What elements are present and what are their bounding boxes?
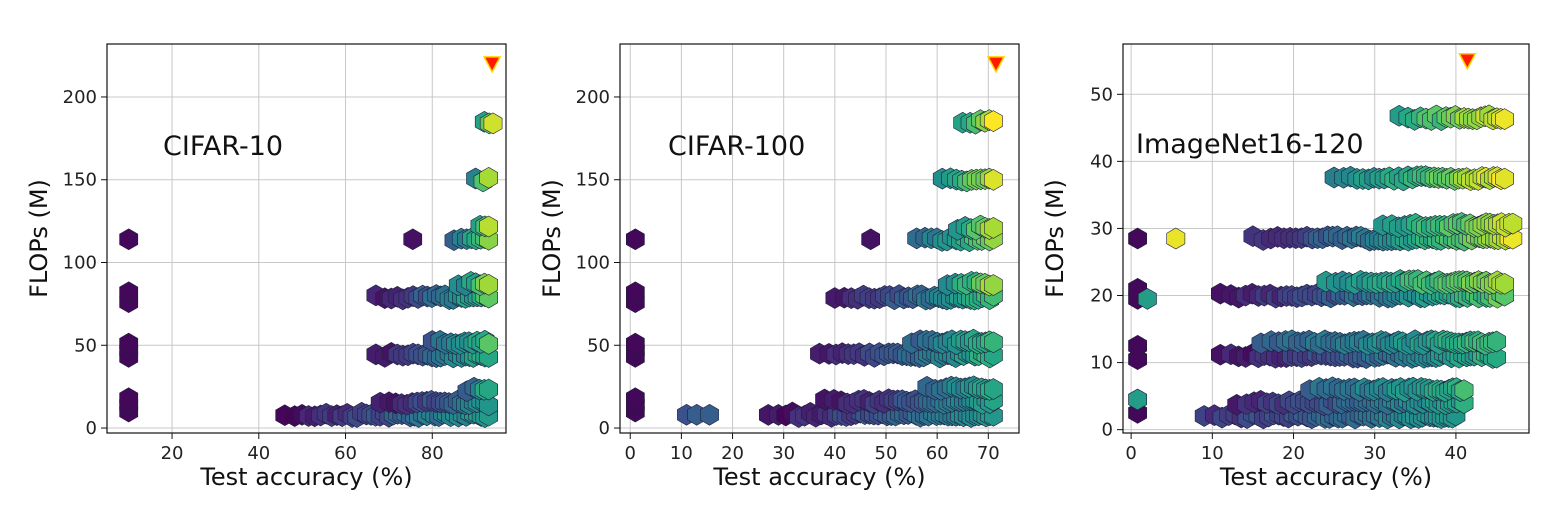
panel-cifar-10: 20 40 60 80 0 50 100 150 200 Test accuracy (%) FLO…	[25, 43, 507, 491]
x-tick-label: 10	[670, 443, 693, 464]
architecture-point	[983, 217, 1003, 239]
panel-cifar-100: 0 10 20 30 40 50 60 70 0 50 100 150 200 Test accuracy…	[538, 43, 1020, 491]
x-axis-label: Test accuracy (%)	[712, 463, 925, 491]
architecture-point	[625, 228, 645, 251]
architecture-point	[1487, 330, 1506, 353]
y-tick-label: 0	[86, 418, 97, 439]
x-axis-label: Test accuracy (%)	[199, 463, 412, 491]
data-points	[625, 109, 1003, 428]
architecture-point	[1503, 212, 1523, 235]
y-tick-label: 50	[587, 335, 610, 356]
architecture-point	[1128, 388, 1147, 411]
architecture-point	[625, 281, 645, 304]
architecture-point	[1166, 227, 1186, 250]
y-tick-label: 200	[576, 87, 610, 108]
plot-frame	[106, 43, 507, 434]
y-tick-label: 10	[1090, 353, 1113, 374]
architecture-point	[861, 228, 881, 251]
plot-frame	[1122, 43, 1530, 434]
architecture-point	[479, 215, 499, 238]
x-tick-label: 40	[1444, 443, 1467, 464]
architecture-point	[403, 228, 423, 251]
x-tick-label: 30	[1363, 443, 1386, 464]
x-tick-label: 40	[247, 443, 270, 464]
panel-imagenet16-120: 0 10 20 30 40 0 10 20 30 40 50 Test accuracy (%) FLO…	[1041, 43, 1530, 491]
architecture-point	[983, 331, 1003, 354]
panel-title: ImageNet16-120	[1136, 129, 1364, 160]
architecture-point	[983, 110, 1003, 132]
plot-frame	[619, 43, 1020, 434]
data-points	[1128, 104, 1523, 430]
architecture-point	[1495, 108, 1514, 130]
architecture-point	[1495, 167, 1514, 190]
y-tick-label: 150	[576, 170, 610, 191]
y-tick-label: 50	[1090, 84, 1113, 105]
x-tick-label: 60	[334, 443, 357, 464]
y-tick-label: 40	[1090, 151, 1113, 172]
architecture-point	[119, 332, 139, 355]
y-axis-label: FLOPs (M)	[1041, 179, 1069, 298]
y-tick-label: 20	[1090, 286, 1113, 307]
architecture-point	[983, 169, 1003, 191]
x-tick-label: 20	[721, 443, 744, 464]
x-tick-label: 50	[875, 443, 898, 464]
architecture-point	[479, 273, 499, 296]
architecture-point	[483, 112, 503, 135]
x-tick-label: 60	[926, 443, 949, 464]
x-tick-label: 70	[977, 443, 1000, 464]
architecture-point	[479, 333, 499, 355]
architecture-point	[479, 378, 499, 401]
y-tick-label: 100	[576, 253, 610, 274]
best-architecture-marker	[482, 56, 502, 74]
best-architecture-marker	[1458, 53, 1477, 71]
architecture-point	[119, 281, 139, 304]
architecture-point	[119, 228, 139, 251]
best-architecture-marker	[986, 56, 1006, 74]
y-tick-label: 100	[63, 253, 97, 274]
x-tick-label: 20	[161, 443, 184, 464]
y-tick-label: 150	[63, 170, 97, 191]
x-tick-label: 40	[823, 443, 846, 464]
architecture-point	[700, 403, 719, 426]
architecture-point	[983, 378, 1003, 400]
y-tick-label: 50	[74, 335, 97, 356]
architecture-point	[1454, 379, 1474, 401]
architecture-point	[625, 332, 645, 355]
y-axis-label: FLOPs (M)	[538, 179, 566, 298]
x-tick-label: 20	[1282, 443, 1305, 464]
x-tick-label: 80	[421, 443, 444, 464]
architecture-point	[1138, 288, 1157, 310]
architecture-point	[1495, 272, 1514, 295]
y-tick-label: 200	[63, 87, 97, 108]
x-tick-label: 10	[1201, 443, 1224, 464]
x-tick-label: 30	[772, 443, 795, 464]
panel-title: CIFAR-10	[163, 131, 283, 162]
y-axis-label: FLOPs (M)	[25, 179, 53, 298]
x-tick-label: 0	[1125, 443, 1136, 464]
architecture-point	[625, 387, 645, 410]
y-tick-label: 0	[599, 418, 610, 439]
x-tick-label: 0	[625, 443, 636, 464]
y-tick-label: 0	[1102, 420, 1113, 441]
x-axis-label: Test accuracy (%)	[1219, 463, 1432, 491]
panel-title: CIFAR-100	[668, 131, 805, 162]
architecture-point	[479, 166, 499, 189]
data-points	[119, 110, 503, 428]
architecture-point	[1128, 334, 1147, 357]
architecture-point	[119, 387, 139, 410]
architecture-point	[983, 274, 1003, 296]
architecture-point	[1128, 227, 1147, 250]
y-tick-label: 30	[1090, 218, 1113, 239]
